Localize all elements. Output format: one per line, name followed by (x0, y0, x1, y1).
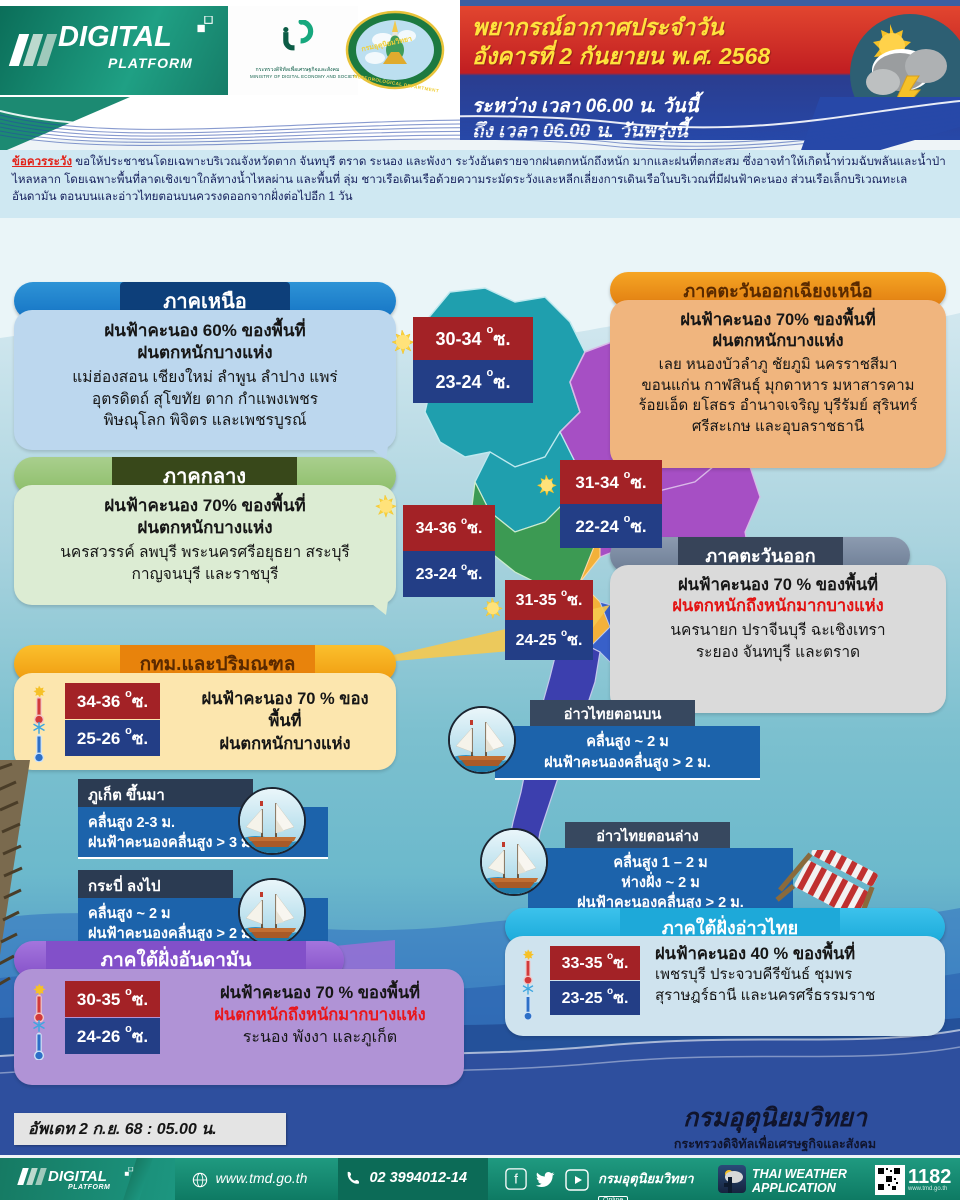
svg-text:f: f (514, 1172, 518, 1187)
